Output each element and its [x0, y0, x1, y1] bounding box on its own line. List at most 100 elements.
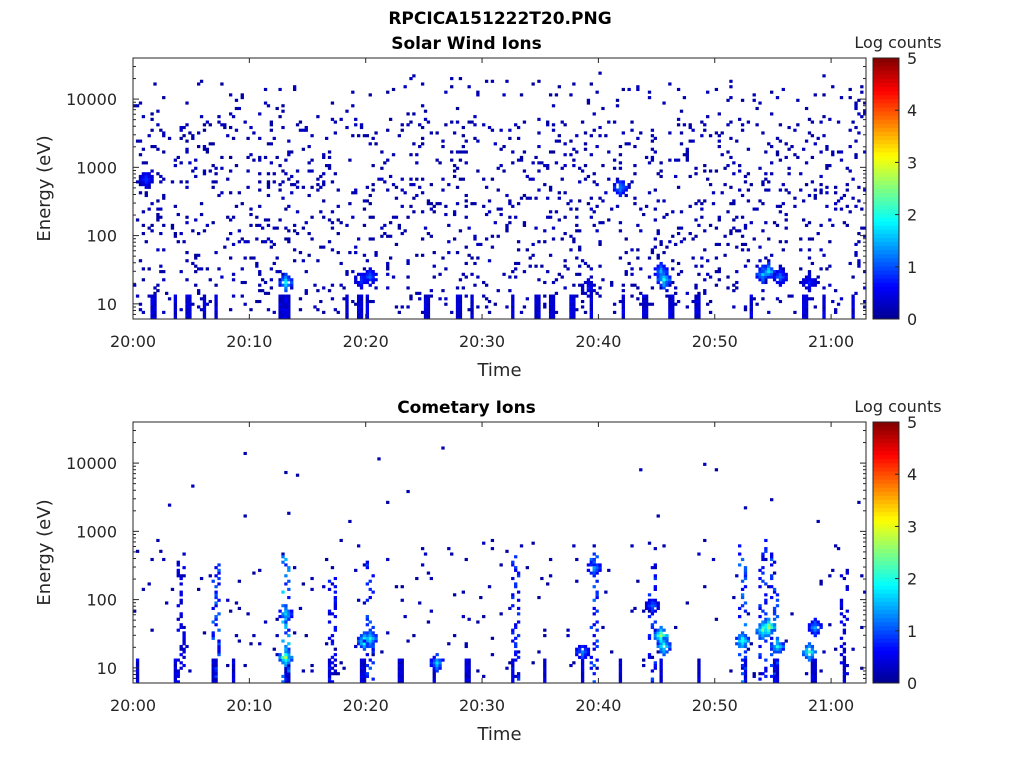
heatmap-cell	[356, 299, 361, 304]
heatmap-cell	[589, 275, 593, 279]
heatmap-cell	[743, 661, 748, 665]
heatmap-cell	[135, 663, 140, 668]
heatmap-cell	[845, 617, 849, 621]
heatmap-cell	[706, 272, 710, 276]
heatmap-cell	[359, 123, 364, 127]
heatmap-cell	[356, 280, 361, 285]
y-tick-label: 1000	[76, 158, 117, 177]
heatmap-cell	[671, 302, 675, 306]
colorbar-segment	[873, 249, 899, 255]
heatmap-cell	[412, 183, 416, 187]
heatmap-cell	[650, 655, 655, 659]
heatmap-cell	[176, 240, 180, 244]
heatmap-cell	[330, 117, 335, 121]
heatmap-cell	[263, 218, 268, 222]
colorbar-segment	[873, 139, 899, 145]
heatmap-cell	[176, 568, 180, 572]
heatmap-cell	[359, 297, 364, 301]
heatmap-cell	[287, 305, 291, 309]
colorbar-segment	[873, 123, 899, 128]
heatmap-cell	[831, 85, 835, 89]
heatmap-cell	[764, 267, 768, 271]
heatmap-cell	[761, 566, 765, 570]
heatmap-cell	[589, 286, 593, 290]
heatmap-cell	[432, 655, 436, 659]
heatmap-cell	[272, 310, 276, 314]
heatmap-cell	[845, 188, 849, 192]
heatmap-cell	[511, 680, 515, 684]
heatmap-cell	[391, 87, 396, 92]
heatmap-cell	[703, 462, 707, 466]
heatmap-cell	[589, 571, 593, 575]
heatmap-cell	[743, 634, 748, 638]
heatmap-cell	[327, 620, 332, 624]
heatmap-cell	[857, 232, 861, 236]
heatmap-cell	[749, 183, 753, 187]
heatmap-cell	[595, 566, 599, 570]
heatmap-cell	[770, 112, 774, 116]
heatmap-cell	[199, 576, 204, 581]
heatmap-cell	[255, 237, 259, 241]
heatmap-cell	[263, 620, 268, 624]
heatmap-cell	[662, 639, 666, 643]
heatmap-cell	[447, 183, 451, 187]
heatmap-cell	[598, 240, 602, 244]
heatmap-cell	[196, 305, 201, 309]
heatmap-cell	[269, 286, 274, 290]
heatmap-cell	[333, 606, 338, 610]
heatmap-cell	[790, 145, 794, 149]
heatmap-cell	[522, 221, 527, 225]
heatmap-cell	[732, 202, 736, 206]
solar-wind-ions-panel: 20:00 20:10 20:20 20:30 20:40 20:50 21:00Time1…	[34, 33, 942, 381]
heatmap-cell	[499, 212, 503, 217]
heatmap-cell	[211, 661, 215, 665]
heatmap-cell	[592, 566, 596, 570]
heatmap-cell	[281, 294, 285, 298]
heatmap-cell	[278, 278, 282, 282]
heatmap-cell	[287, 617, 291, 621]
heatmap-cell	[342, 286, 346, 290]
heatmap-cell	[182, 625, 186, 630]
heatmap-cell	[284, 286, 288, 290]
heatmap-cell	[839, 207, 844, 211]
heatmap-cell	[287, 297, 291, 301]
heatmap-cell	[368, 639, 372, 643]
heatmap-cell	[813, 283, 817, 287]
heatmap-cell	[802, 299, 806, 304]
heatmap-cell	[362, 253, 367, 257]
heatmap-cell	[333, 615, 338, 619]
heatmap-cell	[252, 634, 256, 638]
heatmap-cell	[246, 169, 250, 173]
heatmap-cell	[371, 237, 375, 241]
heatmap-cell	[598, 71, 602, 75]
heatmap-cell	[263, 280, 268, 285]
heatmap-cell	[799, 237, 803, 241]
heatmap-cell	[595, 145, 599, 149]
heatmap-cell	[839, 196, 844, 200]
heatmap-cell	[572, 661, 576, 665]
heatmap-cell	[319, 174, 323, 179]
heatmap-cell	[807, 272, 812, 276]
heatmap-cell	[368, 93, 372, 97]
heatmap-cell	[240, 280, 244, 285]
heatmap-cell	[714, 131, 719, 135]
heatmap-cell	[150, 174, 154, 179]
heatmap-cell	[644, 606, 649, 610]
heatmap-cell	[371, 634, 375, 638]
heatmap-cell	[188, 308, 192, 312]
heatmap-cell	[499, 147, 503, 151]
heatmap-cell	[764, 256, 768, 260]
heatmap-cell	[144, 191, 148, 195]
heatmap-cell	[740, 557, 745, 562]
heatmap-cell	[668, 308, 672, 312]
heatmap-cell	[371, 278, 375, 282]
colorbar-segment	[873, 483, 899, 488]
heatmap-cell	[842, 221, 847, 225]
heatmap-cell	[173, 658, 178, 662]
heatmap-cell	[566, 267, 570, 271]
heatmap-cell	[153, 299, 157, 304]
heatmap-cell	[697, 680, 701, 684]
heatmap-cell	[639, 131, 643, 135]
heatmap-cell	[642, 308, 646, 312]
heatmap-cell	[668, 297, 672, 301]
